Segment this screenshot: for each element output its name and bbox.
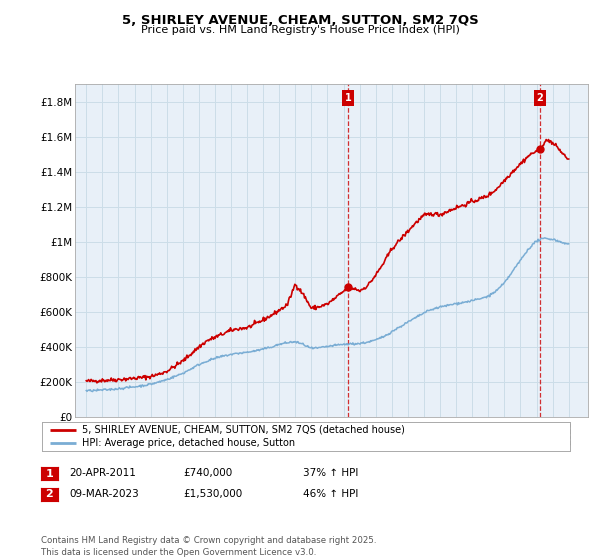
- Text: 1: 1: [345, 93, 352, 103]
- Text: 5, SHIRLEY AVENUE, CHEAM, SUTTON, SM2 7QS (detached house): 5, SHIRLEY AVENUE, CHEAM, SUTTON, SM2 7Q…: [82, 424, 404, 435]
- Text: 2: 2: [46, 489, 53, 500]
- Text: 37% ↑ HPI: 37% ↑ HPI: [303, 468, 358, 478]
- Text: £740,000: £740,000: [183, 468, 232, 478]
- Text: 2: 2: [536, 93, 543, 103]
- Text: 5, SHIRLEY AVENUE, CHEAM, SUTTON, SM2 7QS: 5, SHIRLEY AVENUE, CHEAM, SUTTON, SM2 7Q…: [122, 14, 478, 27]
- Text: £1,530,000: £1,530,000: [183, 489, 242, 499]
- Text: 09-MAR-2023: 09-MAR-2023: [69, 489, 139, 499]
- Text: 46% ↑ HPI: 46% ↑ HPI: [303, 489, 358, 499]
- Text: Contains HM Land Registry data © Crown copyright and database right 2025.
This d: Contains HM Land Registry data © Crown c…: [41, 536, 376, 557]
- Text: Price paid vs. HM Land Registry's House Price Index (HPI): Price paid vs. HM Land Registry's House …: [140, 25, 460, 35]
- Text: 20-APR-2011: 20-APR-2011: [69, 468, 136, 478]
- Text: 1: 1: [46, 469, 53, 479]
- Text: HPI: Average price, detached house, Sutton: HPI: Average price, detached house, Sutt…: [82, 438, 295, 448]
